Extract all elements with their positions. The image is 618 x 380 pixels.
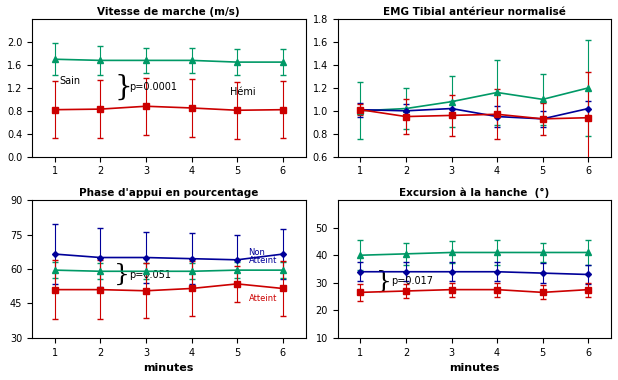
Text: Sain: Sain [59,76,80,86]
Text: p=0.0001: p=0.0001 [129,82,177,92]
X-axis label: minutes: minutes [449,363,499,373]
Text: p=0.017: p=0.017 [391,276,433,287]
Text: Hémi: Hémi [231,87,256,97]
Text: }: } [376,270,392,293]
Text: Non: Non [248,249,265,257]
Text: p=0.051: p=0.051 [129,270,171,280]
X-axis label: minutes: minutes [143,363,194,373]
Title: Vitesse de marche (m/s): Vitesse de marche (m/s) [98,7,240,17]
Title: EMG Tibial antérieur normalisé: EMG Tibial antérieur normalisé [383,7,565,17]
Text: Atteint: Atteint [248,294,277,303]
Text: }: } [114,263,130,286]
Text: }: } [114,73,132,100]
Title: Phase d'appui en pourcentage: Phase d'appui en pourcentage [79,188,258,198]
Title: Excursion à la hanche  (°): Excursion à la hanche (°) [399,187,549,198]
Text: Atteint: Atteint [248,256,277,266]
